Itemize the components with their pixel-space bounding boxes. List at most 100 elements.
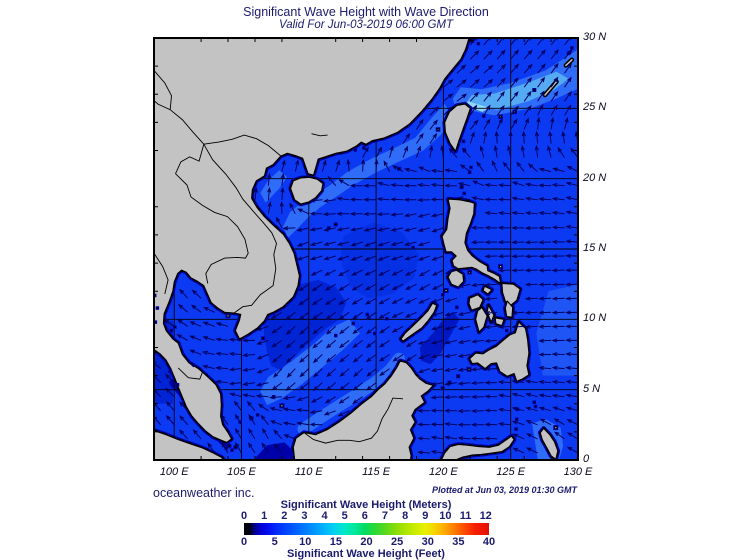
wave-height-patch (467, 101, 490, 112)
landmass (475, 306, 488, 333)
legend-feet-tick: 0 (240, 536, 248, 548)
island-speck (533, 89, 536, 91)
landmass (444, 103, 471, 152)
legend-meters-tick: 10 (439, 510, 452, 522)
lat-label: 25 N (583, 101, 607, 114)
island-speck (354, 149, 356, 151)
island-speck (571, 47, 573, 49)
wave-height-patch (536, 284, 578, 376)
island-speck (533, 401, 535, 404)
map-frame (153, 37, 579, 461)
legend-feet-tick: 10 (299, 536, 312, 548)
legend-meters-tick: 4 (321, 510, 328, 522)
landmass (468, 294, 484, 311)
island-core (281, 405, 283, 407)
island-core (500, 116, 501, 118)
island-speck (328, 227, 330, 229)
legend-meters-tick: 8 (402, 510, 409, 522)
island-speck (174, 326, 176, 328)
landmass (292, 360, 434, 460)
island-core (445, 289, 447, 292)
legend-meters-tick: 1 (261, 510, 268, 522)
island-speck (228, 444, 231, 447)
island-speck (352, 322, 354, 325)
wave-direction-arrows (154, 38, 578, 455)
legend-meters-tick: 6 (361, 510, 368, 522)
lon-label: 130 E (563, 466, 593, 478)
island-speck (483, 115, 485, 117)
island-speck (154, 321, 157, 323)
lat-label: 10 N (583, 312, 607, 325)
island-speck (470, 166, 472, 169)
landmass (539, 427, 559, 460)
island-core (514, 111, 516, 113)
island-speck (273, 396, 275, 398)
island-speck (477, 42, 480, 45)
valid-time-subtitle: Valid For Jun-03-2019 06:00 GMT (278, 19, 454, 31)
island-speck (335, 334, 337, 337)
map-canvas (153, 37, 579, 461)
island-speck (463, 192, 465, 195)
lon-label: 100 E (159, 466, 189, 478)
lon-label: 125 E (496, 466, 526, 478)
landmass (290, 176, 324, 205)
island-chain (565, 59, 573, 67)
landmass (486, 304, 495, 323)
island-speck (386, 317, 388, 320)
landmass (469, 321, 530, 382)
island-speck (176, 384, 179, 386)
legend-feet-tick: 30 (421, 536, 434, 548)
island-speck (374, 332, 376, 335)
legend-meters-tick: 11 (459, 510, 472, 522)
lon-label: 105 E (227, 466, 256, 478)
island-speck (170, 329, 173, 332)
legend-feet-tick: 15 (329, 536, 342, 548)
landmass (501, 282, 521, 306)
plotted-timestamp: Plotted at Jun 03, 2019 01:30 GMT (431, 485, 577, 495)
wave-height-patch (253, 442, 294, 460)
legend-feet-tick: 40 (482, 536, 496, 548)
island-speck (334, 223, 337, 226)
wave-height-patch (419, 311, 460, 365)
lat-label: 30 N (583, 31, 607, 43)
legend-meters-tick: 12 (479, 510, 492, 522)
axis-ticks (154, 38, 578, 460)
island-core (555, 427, 557, 429)
legend-meters-tick: 7 (381, 510, 389, 522)
island-speck (534, 405, 537, 408)
legend-title-meters: Significant Wave Height (Meters) (280, 499, 452, 511)
lon-label: 120 E (429, 466, 458, 478)
legend-feet-tick: 35 (452, 536, 465, 548)
island-speck (225, 447, 227, 449)
island-speck (516, 418, 518, 420)
island-speck (363, 147, 365, 149)
island-speck (515, 428, 517, 430)
island-speck (460, 186, 463, 189)
credit-text: oceanweather inc. (153, 486, 255, 500)
wave-height-patch (283, 104, 452, 238)
landmass (441, 198, 502, 285)
legend-meters-tick: 2 (281, 510, 288, 522)
legend-feet-tick: 20 (360, 536, 373, 548)
legend-feet-tick: 5 (271, 536, 278, 548)
legend-meters-tick: 3 (301, 510, 308, 522)
legend-meters-tick: 0 (240, 510, 248, 522)
lat-label: 15 N (583, 242, 607, 254)
lon-label: 115 E (362, 466, 391, 478)
island-speck (256, 414, 259, 416)
island-core (227, 315, 229, 317)
island-speck (462, 140, 465, 143)
island-core (469, 271, 470, 273)
island-speck (231, 449, 233, 451)
island-speck (456, 306, 458, 309)
lon-label: 110 E (294, 466, 323, 478)
island-speck (412, 246, 414, 249)
island-speck (442, 294, 444, 296)
island-speck (234, 446, 237, 449)
landmass (154, 429, 225, 460)
island-speck (468, 171, 471, 174)
island-core (500, 266, 502, 268)
landmass (482, 285, 493, 295)
landmass (440, 435, 515, 460)
